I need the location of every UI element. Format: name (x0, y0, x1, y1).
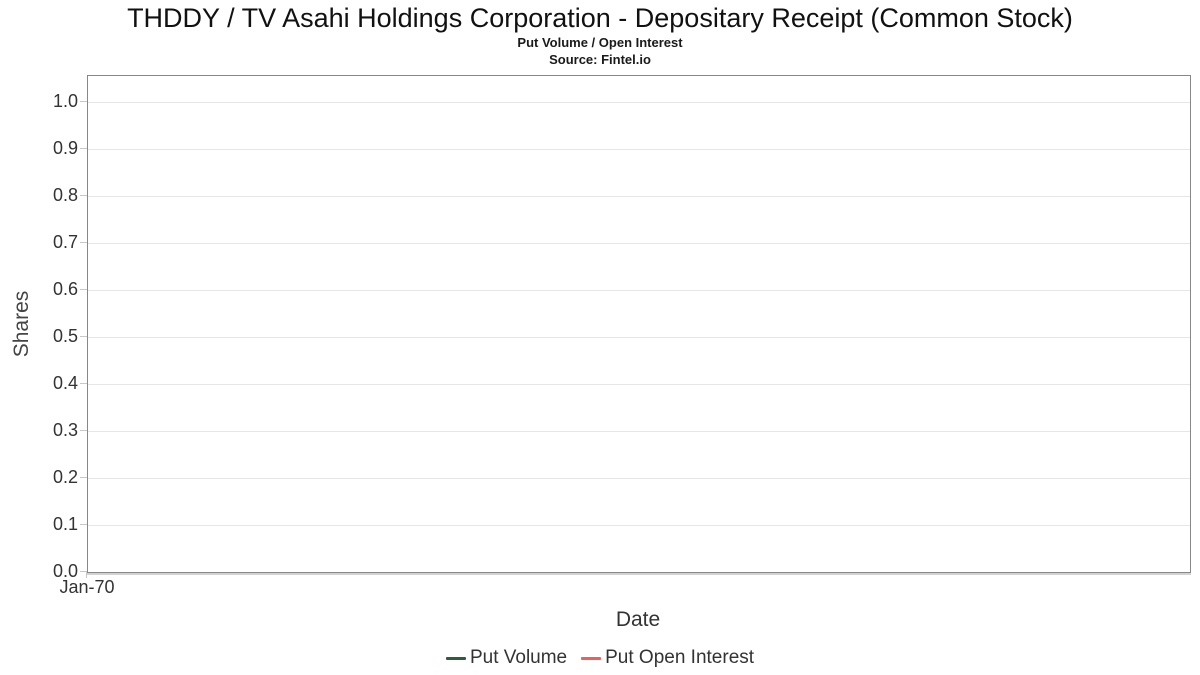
chart-source-label: Source: Fintel.io (549, 52, 651, 67)
y-tick-mark (80, 477, 87, 478)
y-tick-mark (80, 383, 87, 384)
gridline (88, 243, 1190, 244)
y-tick-label: 0.5 (52, 326, 78, 346)
x-axis-title: Date (615, 608, 661, 631)
y-tick-mark (80, 571, 87, 572)
y-tick-label: 0.0 (52, 561, 78, 581)
y-tick-label: 0.6 (52, 279, 78, 299)
gridline (88, 384, 1190, 385)
y-tick-label: 0.1 (52, 514, 78, 534)
gridline (88, 337, 1190, 338)
legend-item[interactable]: Put Open Interest (581, 646, 754, 670)
x-tick-label: Jan-70 (59, 577, 115, 597)
y-tick-label: 0.4 (52, 373, 78, 393)
chart-subtitle: Put Volume / Open Interest (517, 35, 683, 50)
gridline (88, 431, 1190, 432)
legend-line-swatch (581, 656, 602, 660)
y-tick-mark (80, 195, 87, 196)
y-tick-mark (80, 289, 87, 290)
legend-label: Put Volume (469, 647, 568, 668)
y-tick-label: 1.0 (52, 91, 78, 111)
x-axis-line (87, 573, 1191, 575)
gridline (88, 149, 1190, 150)
gridline (88, 525, 1190, 526)
gridline (88, 196, 1190, 197)
y-tick-mark (80, 148, 87, 149)
legend: Put Volume Put Open Interest (0, 646, 1200, 670)
legend-label: Put Open Interest (605, 647, 755, 668)
gridline (88, 102, 1190, 103)
y-tick-mark (80, 242, 87, 243)
gridline (88, 478, 1190, 479)
y-tick-label: 0.7 (52, 232, 78, 252)
plot-area (87, 75, 1191, 573)
y-tick-mark (80, 430, 87, 431)
y-tick-label: 0.8 (52, 185, 78, 205)
y-tick-mark (80, 101, 87, 102)
y-tick-label: 0.9 (52, 138, 78, 158)
gridline (88, 290, 1190, 291)
y-axis-title: Shares (10, 290, 33, 358)
y-tick-mark (80, 336, 87, 337)
y-tick-label: 0.3 (52, 420, 78, 440)
y-tick-label: 0.2 (52, 467, 78, 487)
legend-line-swatch (445, 656, 466, 660)
y-tick-mark (80, 524, 87, 525)
x-tick-mark (86, 572, 87, 578)
legend-item[interactable]: Put Volume (445, 646, 568, 670)
chart-title: THDDY / TV Asahi Holdings Corporation - … (127, 3, 1073, 33)
